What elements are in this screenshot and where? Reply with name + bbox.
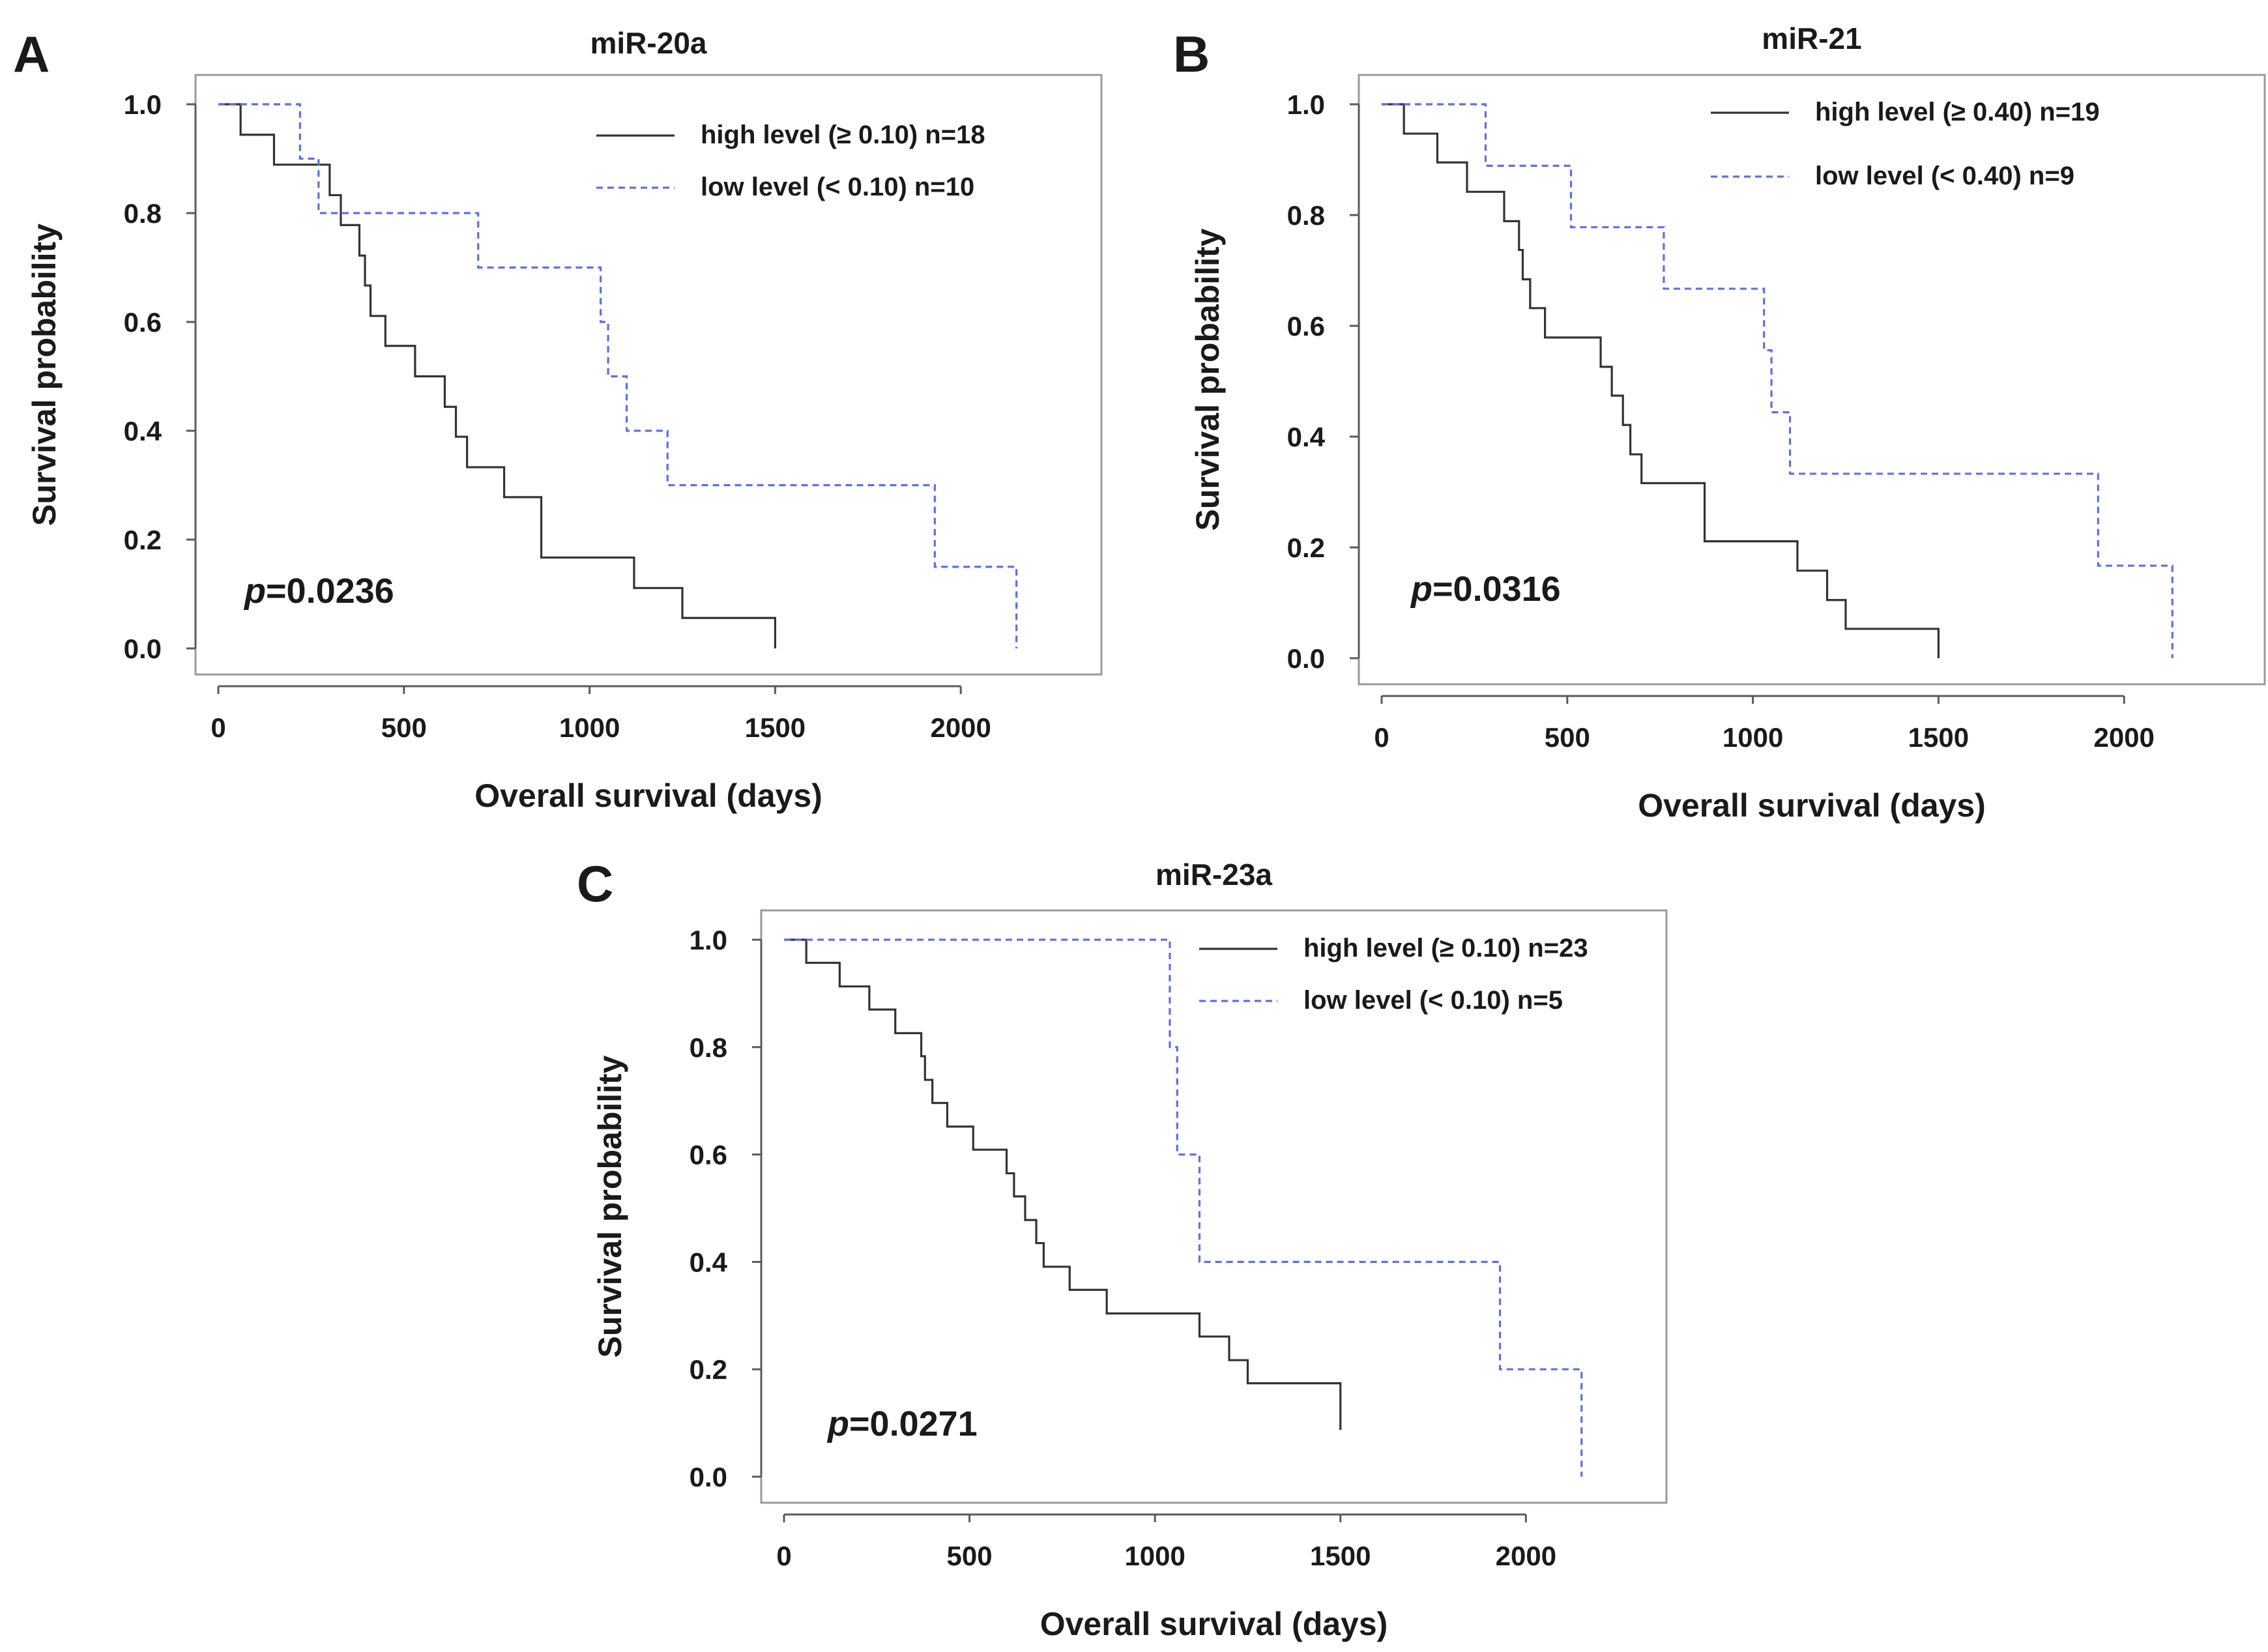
panel-letter: A — [13, 25, 50, 83]
legend-low-label: low level (< 0.10) n=5 — [1303, 986, 1563, 1015]
y-tick-label: 0.0 — [690, 1462, 727, 1492]
legend: high level (≥ 0.10) n=18 low level (< 0.1… — [596, 121, 985, 201]
y-axis-label: Survival probability — [1189, 228, 1226, 530]
legend: high level (≥ 0.10) n=23 low level (< 0.1… — [1199, 934, 1588, 1015]
series-low-level-curve — [218, 103, 1018, 648]
y-tick-label: 0.8 — [124, 198, 162, 229]
legend-high-label: high level (≥ 0.10) n=23 — [1303, 934, 1588, 963]
x-tick-label: 0 — [776, 1541, 791, 1571]
series-high-level-curve — [218, 103, 776, 648]
y-tick-label: 0.0 — [1287, 643, 1325, 674]
x-tick-label: 500 — [947, 1541, 993, 1571]
panel-letter: B — [1173, 25, 1210, 83]
x-axis-label: Overall survival (days) — [474, 777, 822, 814]
y-tick-label: 1.0 — [124, 89, 162, 120]
p-value-annotation: p=0.0271 — [826, 1404, 978, 1443]
panel-letter: C — [577, 855, 613, 912]
p-value-annotation: p=0.0236 — [243, 572, 394, 611]
x-axis-label: Overall survival (days) — [1040, 1606, 1388, 1642]
y-tick-label: 0.6 — [124, 307, 162, 338]
y-tick-label: 0.8 — [1287, 200, 1325, 231]
y-tick-label: 0.6 — [690, 1140, 727, 1170]
legend: high level (≥ 0.40) n=19 low level (< 0.4… — [1711, 98, 2100, 190]
y-tick-label: 0.0 — [124, 633, 162, 664]
y-axis-label: Survival probability — [592, 1055, 628, 1357]
chart-title: miR-23a — [1156, 858, 1272, 891]
x-tick-label: 500 — [381, 712, 427, 743]
y-tick-label: 1.0 — [690, 925, 727, 955]
x-tick-label: 2000 — [2093, 722, 2154, 753]
y-tick-label: 0.2 — [1287, 532, 1325, 563]
x-tick-label: 0 — [211, 712, 225, 743]
x-tick-label: 1000 — [1723, 722, 1783, 753]
legend-low-label: low level (< 0.10) n=10 — [701, 173, 974, 201]
legend-low-label: low level (< 0.40) n=9 — [1815, 162, 2074, 190]
x-tick-label: 1000 — [559, 712, 620, 743]
chart-title: miR-20a — [590, 26, 707, 60]
legend-high-label: high level (≥ 0.10) n=18 — [701, 121, 985, 149]
y-tick-label: 0.8 — [690, 1032, 727, 1063]
x-tick-label: 1500 — [745, 712, 806, 743]
y-axis-label: Survival probability — [26, 224, 63, 526]
chart-title: miR-21 — [1762, 22, 1861, 55]
y-tick-label: 0.6 — [1287, 311, 1325, 341]
x-tick-label: 1500 — [1310, 1541, 1371, 1571]
x-tick-label: 1500 — [1908, 722, 1969, 753]
y-tick-label: 1.0 — [1287, 89, 1325, 120]
series-low-level-curve — [784, 938, 1583, 1477]
x-tick-label: 2000 — [930, 712, 991, 743]
y-tick-label: 0.2 — [124, 525, 162, 555]
x-tick-label: 0 — [1374, 722, 1389, 753]
p-value-annotation: p=0.0316 — [1410, 570, 1561, 609]
legend-high-label: high level (≥ 0.40) n=19 — [1815, 98, 2100, 126]
y-tick-label: 0.2 — [690, 1354, 727, 1385]
series-low-level-curve — [1382, 103, 2174, 658]
y-tick-label: 0.4 — [690, 1247, 728, 1277]
x-axis-label: Overall survival (days) — [1638, 787, 1986, 824]
series-high-level-curve — [1382, 103, 1940, 658]
x-tick-label: 2000 — [1496, 1541, 1556, 1571]
series-high-level-curve — [784, 938, 1342, 1430]
x-tick-label: 1000 — [1124, 1541, 1185, 1571]
y-tick-label: 0.4 — [124, 416, 162, 446]
y-tick-label: 0.4 — [1287, 422, 1326, 452]
x-tick-label: 500 — [1545, 722, 1590, 753]
